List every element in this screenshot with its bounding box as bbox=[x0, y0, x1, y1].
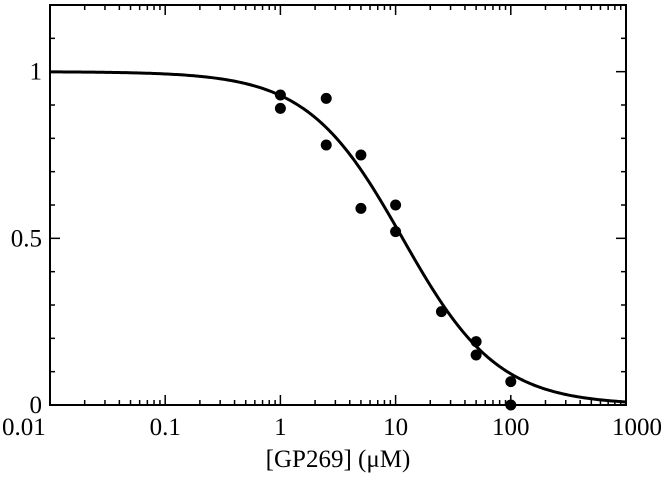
y-axis-ticks: 00.51 bbox=[11, 4, 626, 419]
y-tick-label: 0 bbox=[30, 392, 43, 419]
data-point bbox=[470, 349, 482, 361]
fit-curve bbox=[49, 70, 627, 404]
y-tick-label: 1 bbox=[30, 59, 43, 86]
data-point bbox=[390, 226, 402, 238]
data-point bbox=[320, 139, 332, 151]
data-point bbox=[435, 306, 447, 318]
x-tick-label: 1 bbox=[274, 414, 287, 441]
plot-frame bbox=[49, 4, 627, 406]
data-point bbox=[274, 102, 286, 114]
x-axis-ticks: 0.01 0.1 1 10 100 1000 bbox=[2, 5, 662, 441]
data-point bbox=[390, 199, 402, 211]
data-point bbox=[355, 149, 367, 161]
x-tick-label: 0.01 bbox=[2, 414, 46, 441]
data-point bbox=[505, 376, 517, 388]
data-points bbox=[274, 89, 517, 411]
data-point bbox=[470, 336, 482, 348]
data-point bbox=[355, 202, 367, 214]
y-tick-label: 0.5 bbox=[11, 225, 42, 252]
x-tick-label: 10 bbox=[383, 414, 408, 441]
x-axis-label: [GP269] (μM) bbox=[266, 446, 411, 473]
x-tick-label: 100 bbox=[492, 414, 530, 441]
data-point bbox=[320, 92, 332, 104]
x-tick-label: 0.1 bbox=[150, 414, 181, 441]
data-point bbox=[274, 89, 286, 101]
x-tick-label: 1000 bbox=[612, 414, 662, 441]
